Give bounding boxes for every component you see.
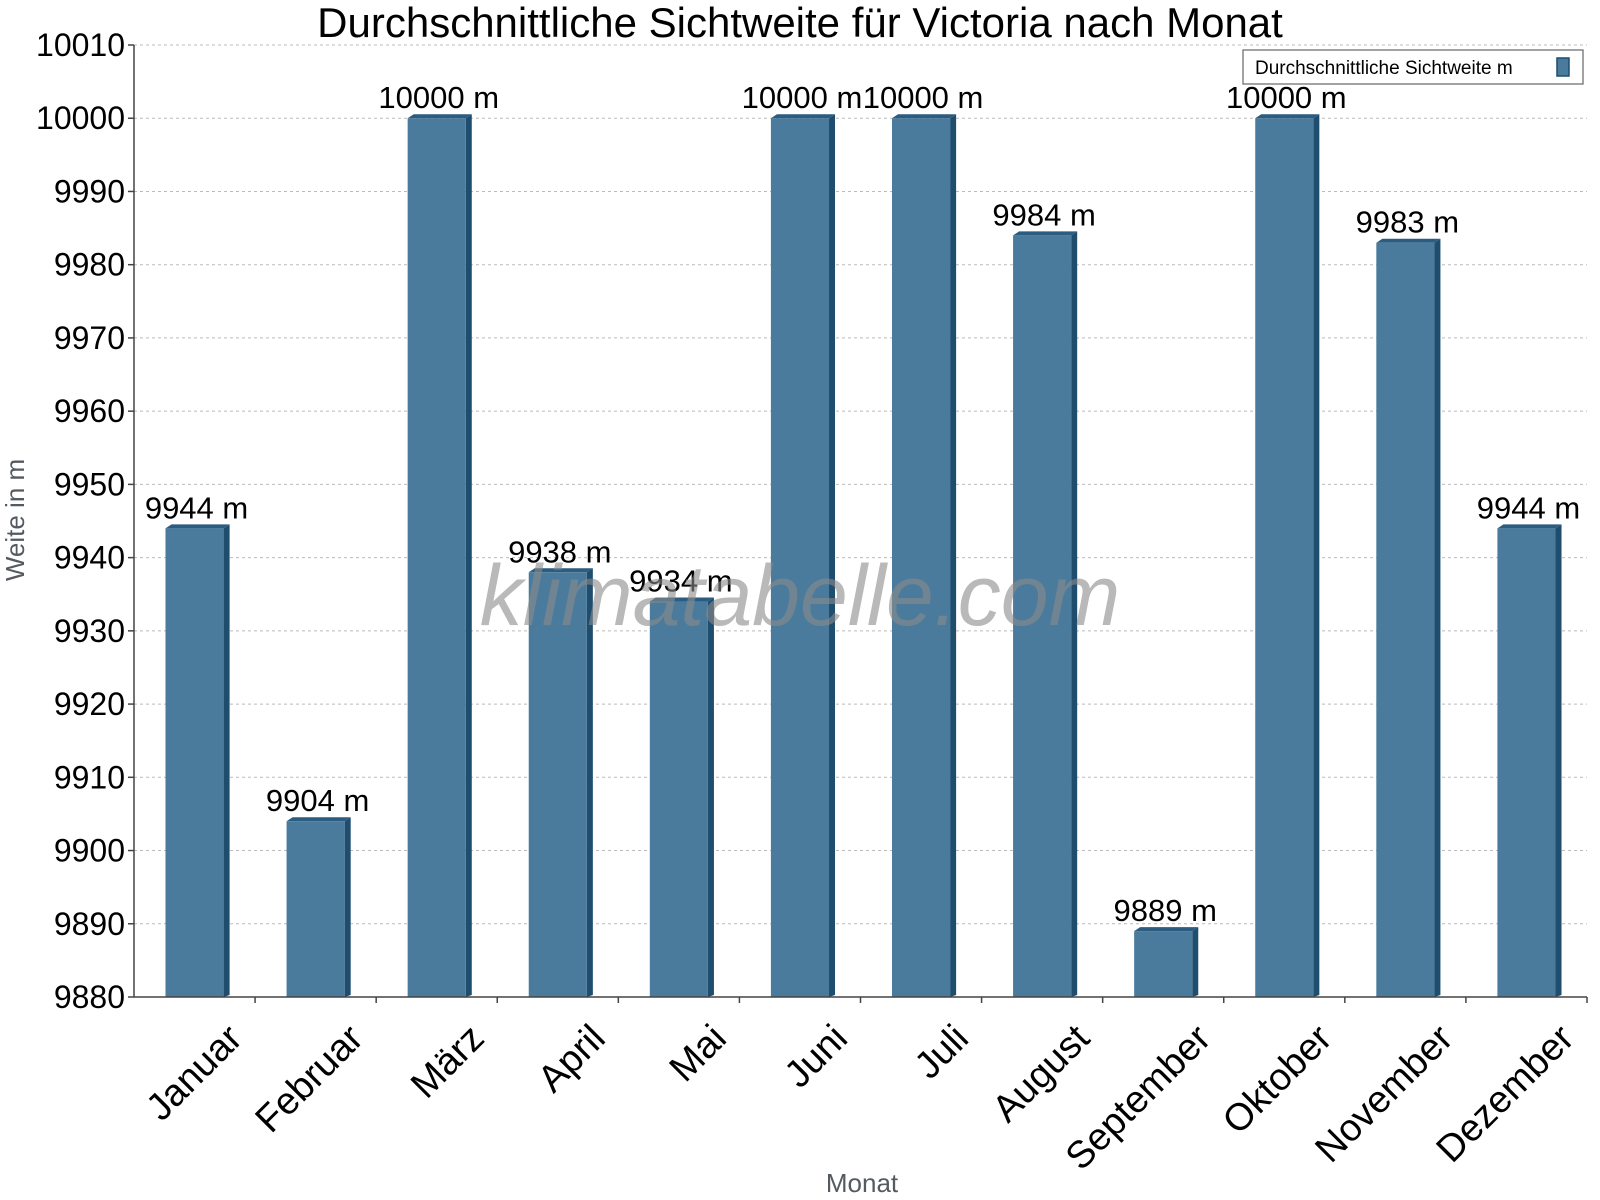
- y-tick-label: 9890: [54, 906, 125, 942]
- bar-april: [528, 568, 593, 997]
- bar-front: [1497, 528, 1556, 997]
- x-tick-label: Juni: [777, 1017, 856, 1096]
- x-tick-label: Juli: [907, 1017, 977, 1087]
- bar-value-label: 10000 m: [378, 80, 499, 115]
- bar-front: [770, 118, 830, 997]
- y-tick-label: 9940: [54, 540, 125, 576]
- bar-top: [165, 524, 230, 529]
- x-tick-label: April: [530, 1017, 613, 1100]
- bar-value-label: 9944 m: [1477, 490, 1580, 525]
- bar-august: [1013, 231, 1078, 997]
- bar-top: [286, 817, 351, 822]
- bar-side: [465, 114, 472, 997]
- bar-top: [1497, 524, 1562, 529]
- bar-value-label: 9904 m: [266, 783, 369, 818]
- bar-side: [950, 114, 957, 997]
- bars: [165, 114, 1562, 997]
- bar-dezember: [1497, 524, 1562, 997]
- bar-side: [1192, 927, 1199, 997]
- bar-top: [891, 114, 957, 119]
- bar-side: [586, 568, 593, 997]
- bar-side: [1313, 114, 1320, 997]
- y-tick-label: 9980: [54, 247, 125, 283]
- bar-front: [407, 118, 466, 997]
- bar-märz: [407, 114, 472, 997]
- bar-front: [891, 118, 951, 997]
- gridlines: [134, 44, 1587, 998]
- bar-side: [1434, 238, 1441, 997]
- y-tick-label: 9990: [54, 173, 125, 209]
- bar-value-label: 9984 m: [992, 197, 1095, 232]
- bar-top: [1134, 927, 1199, 932]
- bar-januar: [165, 524, 230, 997]
- x-tick-label: Mai: [662, 1017, 735, 1090]
- bar-juni: [770, 114, 836, 997]
- y-tick-label: 10000: [36, 100, 125, 136]
- bar-value-label: 9889 m: [1114, 893, 1217, 928]
- x-tick-label: März: [403, 1017, 492, 1106]
- bar-top: [770, 114, 836, 119]
- bar-value-label: 9944 m: [145, 490, 248, 525]
- bar-side: [707, 597, 714, 997]
- legend-series-label: Durchschnittliche Sichtweite m: [1255, 58, 1513, 79]
- bar-value-label: 10000 m: [863, 80, 984, 115]
- y-tick-label: 9880: [54, 979, 125, 1015]
- bar-side: [223, 524, 230, 997]
- bar-front: [1013, 235, 1072, 997]
- bar-top: [1013, 231, 1078, 236]
- bar-top: [1376, 238, 1441, 243]
- bar-front: [165, 528, 224, 997]
- bar-value-label: 9934 m: [629, 564, 732, 599]
- y-tick-label: 9930: [54, 613, 125, 649]
- y-tick-label: 10010: [36, 27, 125, 63]
- y-tick-label: 9900: [54, 833, 125, 869]
- bar-juli: [891, 114, 957, 997]
- bar-value-label: 9983 m: [1356, 205, 1459, 240]
- bar-mai: [649, 597, 714, 997]
- bar-value-label: 9938 m: [508, 534, 611, 569]
- bar-front: [1255, 118, 1314, 997]
- bar-top: [407, 114, 472, 119]
- bar-front: [286, 821, 345, 997]
- bar-side: [1555, 524, 1562, 997]
- legend: Durchschnittliche Sichtweite m: [1242, 49, 1584, 85]
- x-axis-title: Monat: [826, 1168, 899, 1198]
- bar-februar: [286, 817, 351, 997]
- watermark: klimatabelle.com: [480, 548, 1120, 644]
- bar-top: [1255, 114, 1320, 119]
- bar-september: [1134, 927, 1199, 997]
- bar-oktober: [1255, 114, 1320, 997]
- bar-top: [528, 568, 593, 573]
- legend-swatch: [1556, 57, 1570, 77]
- y-tick-label: 9920: [54, 686, 125, 722]
- legend-box: [1242, 49, 1584, 85]
- y-tick-label: 9950: [54, 466, 125, 502]
- y-tick-label: 9960: [54, 393, 125, 429]
- bar-side: [344, 817, 351, 997]
- bar-side: [829, 114, 836, 997]
- y-tick-label: 9970: [54, 320, 125, 356]
- x-tick-label: Februar: [248, 1017, 372, 1141]
- y-axis-title: Weite in m: [0, 459, 30, 581]
- axes: [133, 45, 1587, 998]
- x-tick-label: August: [985, 1017, 1099, 1131]
- x-tick-label: Januar: [139, 1017, 251, 1129]
- bar-value-label: 10000 m: [742, 80, 863, 115]
- y-axis-ticks: 9880 9890 9900 9910 9920 9930 9940 9950 9960 9970…: [36, 27, 134, 1015]
- bar-november: [1376, 238, 1441, 997]
- bar-front: [649, 601, 708, 997]
- y-tick-label: 9910: [54, 759, 125, 795]
- bar-front: [1134, 931, 1193, 997]
- x-tick-label: Oktober: [1215, 1017, 1341, 1143]
- bar-front: [1376, 242, 1435, 997]
- bar-front: [528, 572, 587, 997]
- chart-title: Durchschnittliche Sichtweite für Victori…: [317, 0, 1283, 46]
- bar-top: [649, 597, 714, 602]
- bar-value-label: 10000 m: [1226, 80, 1347, 115]
- bar-side: [1071, 231, 1078, 997]
